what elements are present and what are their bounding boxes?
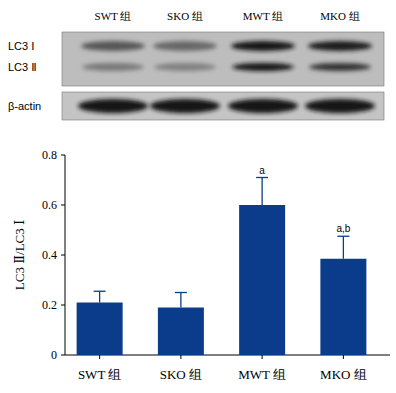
error-cap — [94, 291, 106, 292]
error-bar — [256, 178, 268, 206]
y-tick-label: 0.2 — [42, 298, 57, 312]
y-axis-label: LC3 Ⅱ/LC3 Ⅰ — [12, 220, 27, 290]
blot-band — [228, 99, 298, 113]
bar — [239, 205, 285, 355]
annotation: a — [259, 165, 265, 176]
annotation: a,b — [336, 223, 350, 234]
row-label: β-actin — [8, 100, 41, 112]
x-tick — [180, 355, 181, 359]
row-label: LC3 Ⅱ — [8, 61, 37, 73]
bar — [158, 308, 204, 356]
error-bar — [94, 291, 106, 302]
y-tick — [61, 255, 65, 256]
y-tick — [61, 305, 65, 306]
chart: 0 0.2 0.4 0.6 0.8 LC3 Ⅱ/LC3 Ⅰ SWT 组 SKO 组 MWT 组 M… — [12, 148, 390, 382]
lane-label: MWT 组 — [243, 10, 283, 22]
error-stem — [180, 293, 181, 308]
error-bar — [337, 236, 349, 259]
y-tick — [61, 155, 65, 156]
blot-band — [308, 41, 372, 51]
error-stem — [261, 178, 262, 206]
x-tick-label: SWT 组 — [78, 367, 121, 382]
blot-band — [82, 63, 144, 71]
blot-band — [231, 41, 295, 51]
error-cap — [337, 236, 349, 237]
y-tick — [61, 355, 65, 356]
blot: SWT 组 SKO 组 MWT 组 MKO 组 LC3 Ⅰ LC3 Ⅱ β-actin — [8, 10, 384, 120]
blot-box — [62, 32, 384, 86]
y-tick-label: 0 — [51, 348, 57, 362]
blot-band — [305, 99, 375, 113]
x-tick — [262, 355, 263, 359]
error-cap — [175, 292, 187, 293]
bar — [320, 259, 366, 355]
blot-band — [309, 63, 371, 71]
blot-band — [153, 41, 217, 51]
y-tick — [61, 205, 65, 206]
blot-band — [78, 99, 148, 113]
error-cap — [256, 177, 268, 178]
lane-label: SKO 组 — [167, 10, 203, 22]
x-tick-label: MKO 组 — [320, 367, 367, 382]
blot-band — [154, 63, 216, 71]
root: SWT 组 SKO 组 MWT 组 MKO 组 LC3 Ⅰ LC3 Ⅱ β-actin 0 0.… — [0, 0, 396, 393]
x-tick — [99, 355, 100, 359]
blot-box — [62, 92, 384, 120]
row-label: LC3 Ⅰ — [8, 40, 34, 52]
error-bar — [175, 293, 187, 308]
y-tick-label: 0.4 — [42, 248, 57, 262]
lane-label: SWT 组 — [95, 10, 132, 22]
y-tick-label: 0.8 — [42, 148, 57, 162]
error-stem — [99, 291, 100, 302]
bar — [77, 303, 123, 356]
y-tick-label: 0.6 — [42, 198, 57, 212]
blot-band — [232, 63, 294, 71]
lane-label: MKO 组 — [320, 10, 359, 22]
x-tick-label: SKO 组 — [160, 367, 202, 382]
error-stem — [343, 236, 344, 259]
bars — [77, 178, 367, 356]
x-tick-label: MWT 组 — [238, 367, 286, 382]
blot-band — [81, 41, 145, 51]
x-tick — [343, 355, 344, 359]
figure: SWT 组 SKO 组 MWT 组 MKO 组 LC3 Ⅰ LC3 Ⅱ β-actin 0 0.… — [0, 0, 396, 393]
blot-band — [150, 99, 220, 113]
